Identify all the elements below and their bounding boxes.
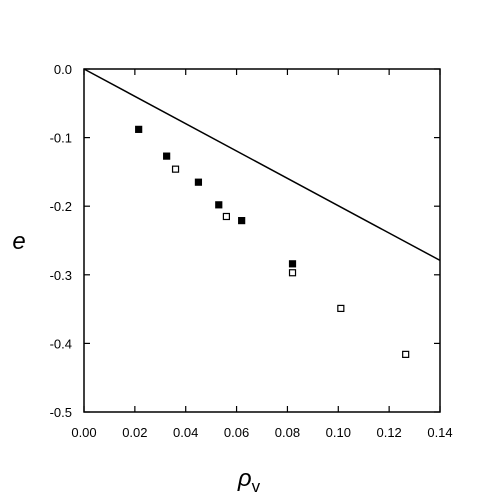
data-marks: [83, 68, 441, 358]
x-tick-label-3: 0.06: [224, 425, 249, 440]
axis-ticks: [83, 68, 441, 413]
y-tick-label-0: 0.0: [54, 62, 72, 77]
series-1-point-3: [337, 304, 345, 313]
series-0-point-5: [288, 260, 297, 268]
series-0-point-2: [194, 178, 203, 186]
y-tick-label-2: -0.2: [50, 199, 72, 214]
tick-labels: 0.00 0.02 0.04 0.06 0.08 0.10 0.12 0.14 0.0 -0.1 -…: [50, 62, 453, 440]
x-tick-label-5: 0.10: [326, 425, 351, 440]
y-tick-label-1: -0.1: [50, 131, 72, 146]
series-1-point-1: [222, 212, 230, 221]
series-2-line: [83, 68, 441, 262]
y-tick-label-3: -0.3: [50, 268, 72, 283]
series-1-point-2: [288, 269, 297, 277]
series-0-point-3: [215, 201, 223, 209]
x-tick-label-4: 0.08: [275, 425, 300, 440]
x-tick-label-2: 0.04: [173, 425, 198, 440]
x-tick-label-1: 0.02: [122, 425, 147, 440]
series-1-point-4: [402, 350, 410, 358]
x-tick-label-6: 0.12: [376, 425, 401, 440]
series-0-point-0: [135, 125, 143, 133]
y-tick-label-5: -0.5: [50, 405, 72, 420]
y-tick-label-4: -0.4: [50, 336, 72, 351]
x-tick-label-0: 0.00: [71, 425, 96, 440]
series-0-point-4: [238, 217, 246, 225]
plot-area-frame: [83, 68, 441, 413]
x-axis-label-main: ρ: [237, 465, 252, 492]
x-tick-label-7: 0.14: [427, 425, 452, 440]
series-0-point-1: [163, 152, 171, 160]
series-1-point-0: [171, 165, 180, 173]
x-axis-label: ρv: [237, 465, 261, 496]
x-axis-label-subscript: v: [252, 477, 261, 496]
y-axis-label: e: [12, 228, 25, 255]
